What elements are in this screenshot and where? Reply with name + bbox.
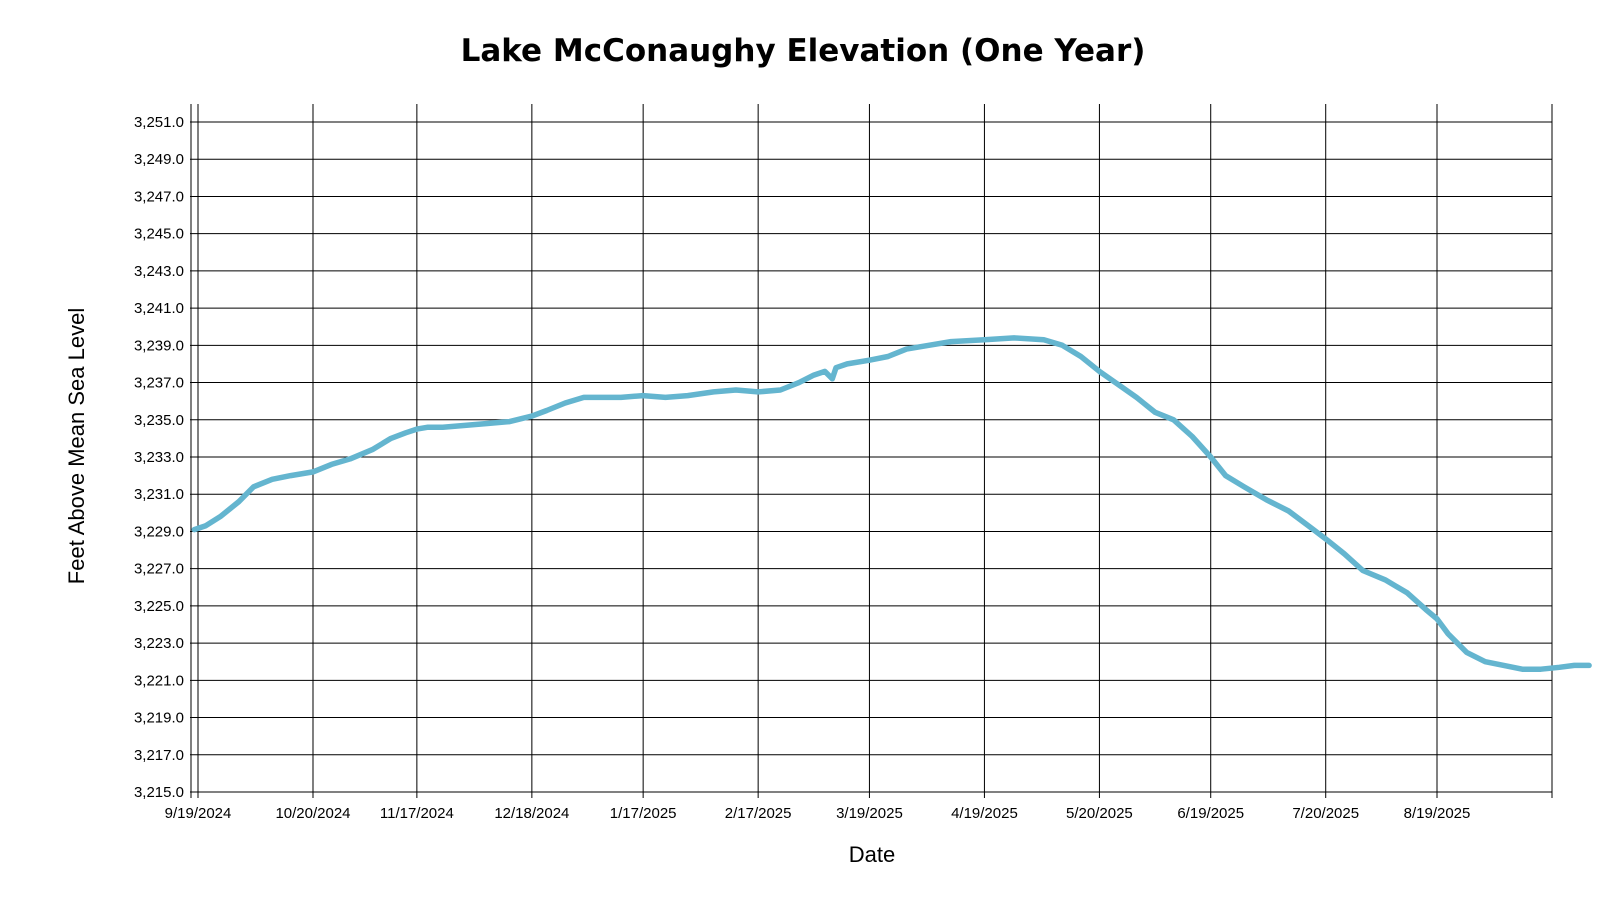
x-tick-label: 5/20/2025 [1066,805,1133,822]
y-tick-label: 3,235.0 [134,412,184,429]
x-tick-label: 8/19/2025 [1404,805,1471,822]
y-tick-label: 3,245.0 [134,226,184,243]
y-tick-label: 3,229.0 [134,523,184,540]
grid-layer [190,104,1552,798]
y-tick-label: 3,221.0 [134,672,184,689]
x-tick-label: 11/17/2024 [380,805,454,822]
x-tick-label: 2/17/2025 [725,805,792,822]
x-axis-label: Date [849,842,895,867]
y-tick-label: 3,225.0 [134,598,184,615]
y-tick-label: 3,239.0 [134,337,184,354]
y-tick-label: 3,249.0 [134,151,184,168]
x-tick-label: 9/19/2024 [165,805,232,822]
y-tick-label: 3,231.0 [134,486,184,503]
x-tick-label: 1/17/2025 [610,805,677,822]
y-tick-label: 3,215.0 [134,784,184,801]
y-tick-label: 3,227.0 [134,561,184,578]
series-layer [191,335,1592,672]
y-tick-label: 3,241.0 [134,300,184,317]
x-tick-label: 6/19/2025 [1177,805,1244,822]
x-tick-label: 10/20/2024 [275,805,350,822]
y-tick-label: 3,247.0 [134,188,184,205]
y-tick-label: 3,223.0 [134,635,184,652]
x-tick-label: 7/20/2025 [1292,805,1359,822]
x-tick-label: 4/19/2025 [951,805,1018,822]
y-tick-label: 3,233.0 [134,449,184,466]
y-axis-label: Feet Above Mean Sea Level [64,308,89,584]
y-tick-label: 3,217.0 [134,747,184,764]
y-tick-label: 3,251.0 [134,114,184,131]
y-tick-label: 3,219.0 [134,710,184,727]
elevation-series-line [191,335,1592,672]
x-tick-label: 3/19/2025 [836,805,903,822]
chart-title: Lake McConaughy Elevation (One Year) [461,33,1146,69]
y-tick-label: 3,237.0 [134,375,184,392]
x-tick-label: 12/18/2024 [494,805,569,822]
tick-labels: 3,215.0 3,217.0 3,219.0 3,221.0 3,223.0 3,225… [134,114,1470,822]
y-tick-label: 3,243.0 [134,263,184,280]
axis-layer [190,104,1553,798]
